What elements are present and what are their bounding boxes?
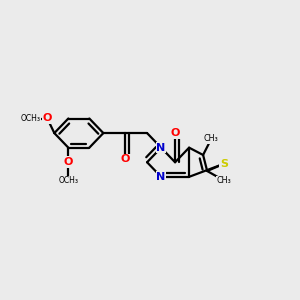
Text: O: O (121, 154, 130, 164)
Text: N: N (157, 143, 166, 153)
Text: O: O (64, 157, 73, 167)
Text: O: O (170, 128, 180, 138)
Text: S: S (220, 159, 228, 169)
Text: CH₃: CH₃ (217, 176, 232, 185)
Text: OCH₃: OCH₃ (20, 114, 40, 123)
Text: CH₃: CH₃ (204, 134, 219, 143)
Text: O: O (43, 113, 52, 124)
Text: OCH₃: OCH₃ (58, 176, 78, 185)
Text: N: N (157, 172, 166, 182)
